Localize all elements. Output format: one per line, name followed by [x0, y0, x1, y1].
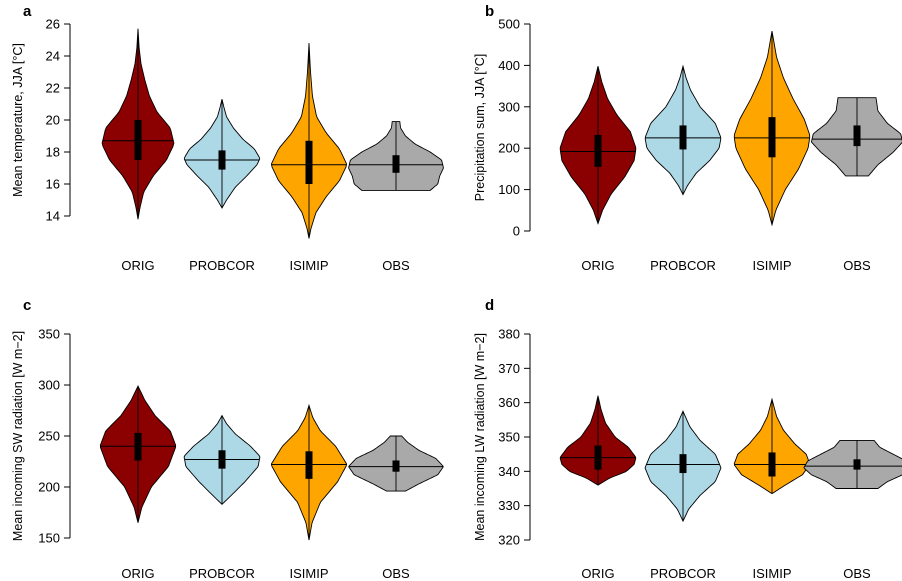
- x-category-label: ISIMIP: [752, 258, 791, 273]
- x-category-label: ORIG: [581, 566, 614, 581]
- violin-orig: [99, 384, 177, 523]
- iqr-box: [594, 134, 602, 167]
- x-category-label: PROBCOR: [650, 258, 716, 273]
- x-category-label: PROBCOR: [189, 258, 255, 273]
- violin-probcor: [183, 414, 261, 505]
- y-tick-label: 320: [498, 533, 520, 548]
- y-tick-label: 14: [46, 209, 60, 224]
- iqr-box: [134, 432, 142, 461]
- panel-label: d: [485, 297, 494, 314]
- iqr-box: [768, 117, 776, 158]
- violin-obs: [810, 97, 902, 177]
- panel-label: c: [23, 297, 31, 314]
- x-category-label: ISIMIP: [752, 566, 791, 581]
- y-tick-label: 200: [498, 141, 520, 156]
- y-tick-label: 380: [498, 327, 520, 342]
- iqr-box: [305, 451, 313, 479]
- y-tick-label: 340: [498, 464, 520, 479]
- y-tick-label: 400: [498, 58, 520, 73]
- y-tick-label: 22: [46, 81, 60, 96]
- violin-probcor: [644, 410, 722, 523]
- panel-a: a 14 16 18 20 22 24 26 Mean temperature, JJA [°C…: [11, 3, 444, 273]
- iqr-box: [305, 140, 313, 184]
- violin-orig: [559, 395, 637, 486]
- x-category-label: ISIMIP: [289, 258, 328, 273]
- x-category-label: ORIG: [121, 566, 154, 581]
- violin-isimip: [733, 397, 811, 495]
- violin-isimip: [271, 403, 347, 541]
- iqr-box: [134, 120, 142, 160]
- panel-d: d 320 330 340 350 360 370 380 Mean incoming LW r…: [473, 297, 902, 581]
- violin-obs: [348, 435, 444, 492]
- y-tick-label: 100: [498, 182, 520, 197]
- y-tick-label: 370: [498, 361, 520, 376]
- y-tick-label: 330: [498, 498, 520, 513]
- x-category-label: ORIG: [121, 258, 154, 273]
- violin-obs: [348, 121, 444, 191]
- iqr-box: [853, 125, 861, 147]
- y-tick-label: 350: [498, 430, 520, 445]
- panel-c: c 150 200 250 300 350 Mean incoming SW radiati…: [11, 297, 444, 581]
- x-category-label: OBS: [843, 258, 871, 273]
- violin-orig: [559, 66, 637, 225]
- y-tick-label: 16: [46, 177, 60, 192]
- x-category-label: OBS: [843, 566, 871, 581]
- y-tick-label: 24: [46, 49, 60, 64]
- iqr-box: [392, 460, 400, 472]
- violin-isimip: [271, 43, 347, 239]
- iqr-box: [679, 454, 687, 474]
- y-axis-title: Mean temperature, JJA [°C]: [11, 43, 25, 197]
- y-tick-label: 20: [46, 113, 60, 128]
- x-category-label: ORIG: [581, 258, 614, 273]
- y-tick-label: 300: [38, 378, 60, 393]
- violin-isimip: [733, 30, 811, 227]
- violin-body: [803, 439, 902, 489]
- y-axis-title: Mean incoming SW radiation [W m−2]: [11, 331, 25, 541]
- x-category-label: PROBCOR: [650, 566, 716, 581]
- y-axis-title: Mean incoming LW radiation [W m−2]: [473, 333, 487, 541]
- violin-orig: [101, 28, 175, 220]
- x-category-label: OBS: [382, 258, 410, 273]
- y-tick-label: 500: [498, 17, 520, 32]
- panel-label: b: [485, 3, 494, 20]
- y-axis-title: Precipitation sum, JJA [°C]: [473, 54, 487, 201]
- y-tick-label: 18: [46, 145, 60, 160]
- violin-probcor: [644, 64, 722, 196]
- panel-b: b 0 100 200 300 400 500 Precipitation sum, JJA …: [473, 3, 902, 273]
- y-tick-label: 200: [38, 480, 60, 495]
- iqr-box: [853, 459, 861, 470]
- y-tick-label: 300: [498, 99, 520, 114]
- y-tick-label: 350: [38, 327, 60, 342]
- x-category-label: PROBCOR: [189, 566, 255, 581]
- violin-probcor: [183, 99, 261, 209]
- y-tick-label: 0: [513, 224, 520, 239]
- y-tick-label: 360: [498, 395, 520, 410]
- y-tick-label: 150: [38, 531, 60, 546]
- y-tick-label: 26: [46, 17, 60, 32]
- violin-obs: [803, 439, 902, 489]
- y-tick-label: 250: [38, 429, 60, 444]
- x-category-label: OBS: [382, 566, 410, 581]
- iqr-box: [392, 155, 400, 173]
- x-category-label: ISIMIP: [289, 566, 328, 581]
- panel-label: a: [23, 3, 32, 20]
